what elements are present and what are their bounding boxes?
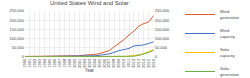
svg-text:Year: Year bbox=[85, 68, 95, 73]
svg-text:150,000: 150,000 bbox=[10, 27, 25, 32]
svg-text:2009: 2009 bbox=[116, 58, 121, 68]
svg-text:2002: 2002 bbox=[82, 58, 87, 68]
svg-text:250,000: 250,000 bbox=[10, 8, 25, 13]
svg-text:1991: 1991 bbox=[27, 58, 32, 68]
svg-text:1996: 1996 bbox=[52, 58, 57, 68]
svg-text:1997: 1997 bbox=[57, 58, 62, 68]
svg-text:200,000: 200,000 bbox=[10, 18, 25, 23]
svg-text:2004: 2004 bbox=[92, 58, 97, 68]
svg-text:2008: 2008 bbox=[111, 58, 116, 68]
svg-text:United States Wind and Solar: United States Wind and Solar bbox=[50, 0, 129, 6]
svg-text:2007: 2007 bbox=[106, 58, 111, 68]
svg-text:2012: 2012 bbox=[131, 58, 136, 68]
svg-text:Windcapacity: Windcapacity bbox=[220, 28, 235, 38]
svg-text:Windgeneration: Windgeneration bbox=[220, 9, 239, 19]
svg-text:2003: 2003 bbox=[87, 58, 92, 68]
svg-text:2013: 2013 bbox=[136, 58, 141, 68]
svg-text:2011: 2011 bbox=[126, 58, 131, 67]
svg-text:1995: 1995 bbox=[47, 58, 52, 68]
svg-text:100,000: 100,000 bbox=[155, 36, 170, 41]
svg-text:1999: 1999 bbox=[67, 58, 72, 68]
svg-text:1992: 1992 bbox=[32, 58, 37, 68]
svg-text:2015: 2015 bbox=[146, 58, 151, 68]
svg-text:2005: 2005 bbox=[97, 58, 102, 68]
svg-text:200,000: 200,000 bbox=[155, 18, 170, 23]
svg-text:2016: 2016 bbox=[151, 58, 156, 68]
svg-text:Solarcapacity: Solarcapacity bbox=[220, 47, 235, 57]
svg-text:2000: 2000 bbox=[72, 58, 77, 68]
svg-text:2006: 2006 bbox=[102, 58, 107, 68]
svg-text:1994: 1994 bbox=[42, 58, 47, 68]
svg-text:250,000: 250,000 bbox=[155, 8, 170, 13]
svg-text:1990: 1990 bbox=[22, 58, 27, 68]
svg-text:2014: 2014 bbox=[141, 58, 146, 68]
svg-text:Solargeneration: Solargeneration bbox=[220, 66, 239, 76]
svg-text:0: 0 bbox=[155, 54, 158, 59]
svg-text:50,000: 50,000 bbox=[155, 45, 168, 50]
svg-text:100,000: 100,000 bbox=[10, 36, 25, 41]
svg-text:1993: 1993 bbox=[37, 58, 42, 68]
svg-text:1998: 1998 bbox=[62, 58, 67, 68]
svg-text:2001: 2001 bbox=[77, 58, 82, 68]
svg-text:2010: 2010 bbox=[121, 58, 126, 68]
svg-text:50,000: 50,000 bbox=[12, 45, 25, 50]
svg-text:0: 0 bbox=[22, 54, 25, 59]
svg-text:150,000: 150,000 bbox=[155, 27, 170, 32]
